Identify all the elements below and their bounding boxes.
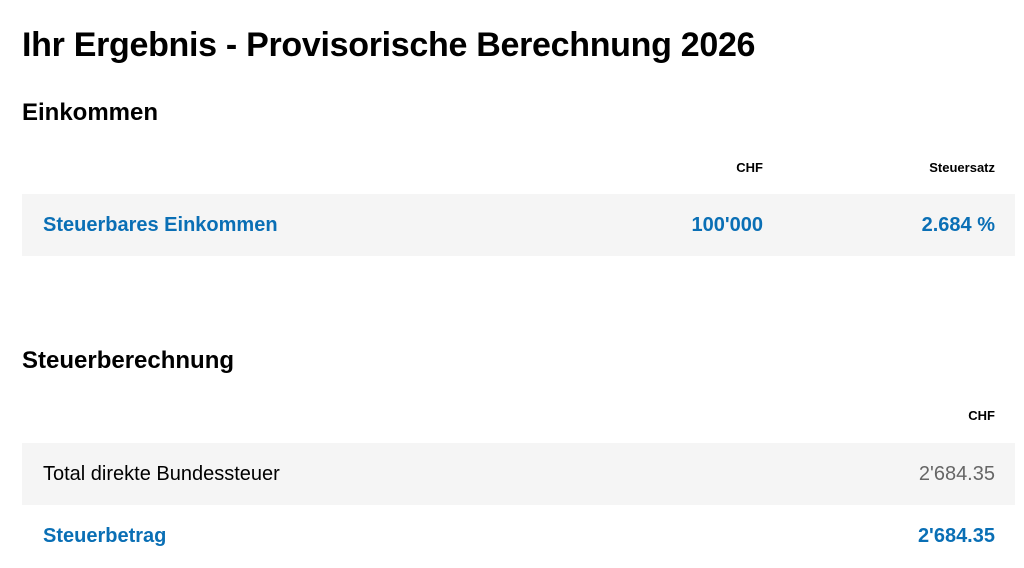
row-label[interactable]: Steuerbares Einkommen [43,214,278,236]
section-heading-einkommen: Einkommen [22,99,159,126]
row-chf-value: 2'684.35 [917,525,995,547]
row-label: Total direkte Bundessteuer [43,463,280,485]
page-title: Ihr Ergebnis - Provisorische Berechnung … [22,26,756,64]
section-heading-steuerberechnung: Steuerberechnung [22,347,235,374]
row-label[interactable]: Steuerbetrag [43,525,167,547]
row-chf-value: 2'684.35 [918,463,995,485]
column-header-chf: CHF [968,408,995,423]
column-header-chf: CHF [736,160,763,175]
table-row-steuerbares-einkommen: Steuerbares Einkommen 100'000 2.684 % [22,194,1015,256]
table-row-steuerbetrag: Steuerbetrag 2'684.35 [22,505,1015,567]
column-header-steuersatz: Steuersatz [929,160,995,175]
row-rate-value: 2.684 % [921,214,995,236]
table-row-bundessteuer: Total direkte Bundessteuer 2'684.35 [22,443,1015,505]
row-chf-value: 100'000 [691,214,764,236]
